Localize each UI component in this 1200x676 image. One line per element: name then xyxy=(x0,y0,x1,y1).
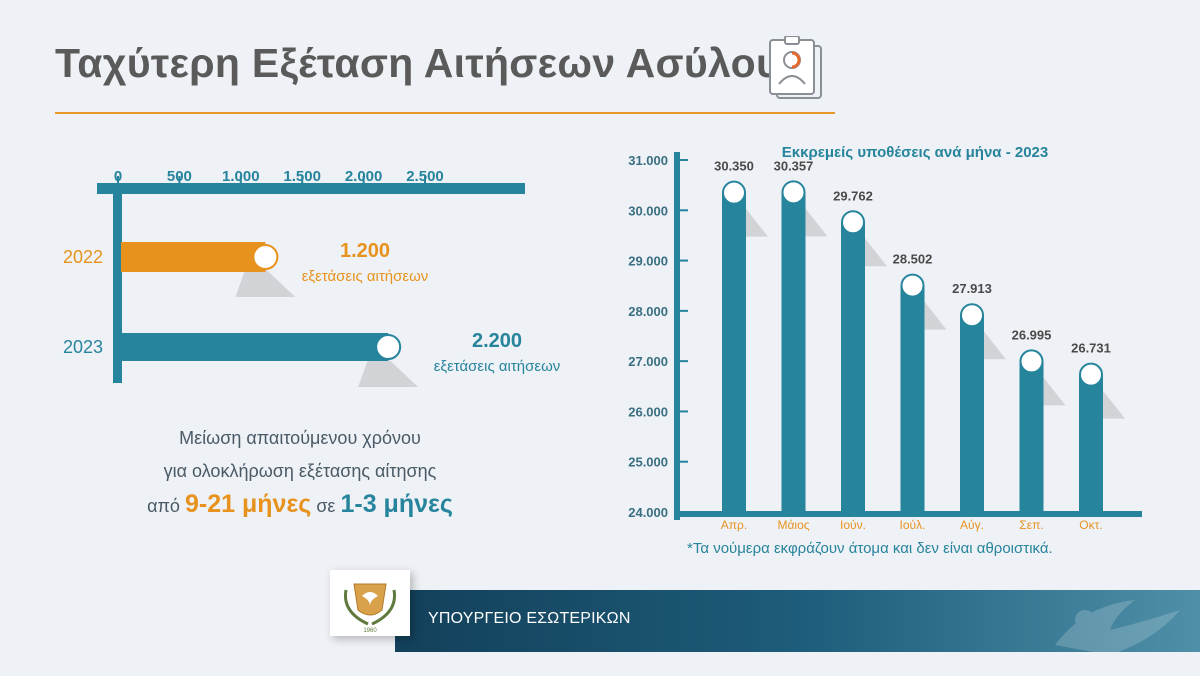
ministry-name: ΥΠΟΥΡΓΕΙΟ ΕΣΩΤΕΡΙΚΩΝ xyxy=(428,610,631,627)
y-tick-mark xyxy=(680,360,688,363)
y-tick-mark xyxy=(680,159,688,161)
bar-value-label: 29.762 xyxy=(833,188,873,203)
horizontal-bar-chart: 0 500 1.000 1.500 2.000 2.500 2022 1.200 εξετάσε… xyxy=(63,168,561,387)
bar-shadow xyxy=(358,357,419,387)
x-axis-line xyxy=(97,183,525,194)
bar-top-marker xyxy=(1019,349,1044,374)
bar-top-marker xyxy=(841,210,865,235)
x-tick-label: Οκτ. xyxy=(1079,518,1102,532)
x-tick-label: Αύγ. xyxy=(960,518,984,532)
bar xyxy=(781,192,806,512)
summary-prefix: από xyxy=(147,496,180,516)
bar-value-label: 26.731 xyxy=(1071,341,1111,356)
bar xyxy=(722,192,746,512)
y-tick-mark xyxy=(680,410,688,413)
monthly-bar-chart: Εκκρεμείς υποθέσεις ανά μήνα - 2023 24.00… xyxy=(628,144,1142,532)
y-tick-label: 27.000 xyxy=(628,354,668,369)
y-tick-mark xyxy=(680,209,688,212)
x-tick-mark xyxy=(239,176,242,184)
y-tick-label: 31.000 xyxy=(628,153,668,168)
bar-value-label: 27.913 xyxy=(952,281,992,296)
bar-end-marker xyxy=(252,244,279,270)
x-tick-mark xyxy=(117,176,119,184)
x-tick-label: 500 xyxy=(167,168,192,185)
bar xyxy=(841,222,865,512)
bar-value-label: 28.502 xyxy=(893,252,933,267)
x-tick-mark xyxy=(362,176,365,184)
y-tick-label: 26.000 xyxy=(628,404,668,419)
bar-value-label: 30.350 xyxy=(714,159,754,174)
bar-top-marker xyxy=(722,180,746,205)
bar-value-label: 26.995 xyxy=(1012,327,1052,342)
bar-end-marker xyxy=(375,334,402,360)
y-tick-label: 29.000 xyxy=(628,254,668,269)
x-tick-label: Ιούν. xyxy=(840,518,866,532)
bar xyxy=(960,315,984,512)
summary-line-1: Μείωση απαιτούμενου χρόνου xyxy=(179,428,421,448)
title-underline xyxy=(55,112,835,114)
y-tick-mark xyxy=(680,309,688,312)
y-axis-line xyxy=(674,152,680,520)
bar xyxy=(121,333,389,361)
x-tick-label: 2.500 xyxy=(406,168,444,185)
bar xyxy=(1019,361,1044,512)
y-tick-mark xyxy=(680,511,688,513)
x-tick-label: 0 xyxy=(114,168,122,185)
x-tick-mark xyxy=(301,176,304,184)
bar-top-marker xyxy=(900,273,925,298)
bar-value-label: 30.357 xyxy=(774,158,814,173)
summary-middle: σε xyxy=(316,496,336,516)
bar xyxy=(121,242,266,272)
y-axis-line xyxy=(113,183,122,383)
x-tick-label: 2.000 xyxy=(345,168,383,185)
bar-shadow xyxy=(235,267,296,297)
emblem: 1960 xyxy=(330,570,410,636)
x-tick-label: Σεπ. xyxy=(1019,518,1043,532)
summary-line-2: για ολοκλήρωση εξέτασης αίτησης xyxy=(163,461,437,481)
bar xyxy=(900,285,925,512)
x-tick-label: Ιούλ. xyxy=(900,518,926,532)
y-tick-mark xyxy=(680,460,688,463)
y-tick-mark xyxy=(680,259,688,262)
coat-of-arms-icon: 1960 xyxy=(343,583,397,634)
summary-from-value: 9-21 μήνες xyxy=(184,490,312,518)
bar-top-marker xyxy=(960,303,984,328)
footer-band xyxy=(395,590,1200,652)
svg-text:1960: 1960 xyxy=(363,628,377,634)
dove-watermark-icon xyxy=(1055,600,1180,652)
summary-line-3: από 9-21 μήνες σε 1-3 μήνες xyxy=(100,490,500,519)
bar-sub-label: εξετάσεις αιτήσεων xyxy=(302,268,429,285)
bar xyxy=(1079,374,1103,512)
x-tick-mark xyxy=(178,176,181,184)
bar-sub-label: εξετάσεις αιτήσεων xyxy=(434,358,561,375)
category-label: 2022 xyxy=(63,247,103,267)
chart-title: Εκκρεμείς υποθέσεις ανά μήνα - 2023 xyxy=(782,144,1048,161)
x-tick-label: 1.500 xyxy=(283,168,321,185)
bar-value-label: 1.200 xyxy=(340,240,390,262)
x-tick-label: Απρ. xyxy=(721,518,747,532)
document-icon xyxy=(769,36,822,99)
category-label: 2023 xyxy=(63,337,103,357)
y-tick-label: 30.000 xyxy=(628,203,668,218)
y-tick-label: 25.000 xyxy=(628,455,668,470)
x-tick-label: Μάιος xyxy=(777,518,809,532)
bar-top-marker xyxy=(781,180,806,205)
bar-value-label: 2.200 xyxy=(472,330,522,352)
page-title: Ταχύτερη Εξέταση Αιτήσεων Ασύλου xyxy=(55,40,781,86)
y-tick-label: 24.000 xyxy=(628,505,668,520)
bar-top-marker xyxy=(1079,362,1103,387)
x-axis-line xyxy=(674,511,1142,517)
footnote: *Τα νούμερα εκφράζουν άτομα και δεν είνα… xyxy=(687,540,1053,557)
x-tick-label: 1.000 xyxy=(222,168,260,185)
y-tick-label: 28.000 xyxy=(628,304,668,319)
x-tick-mark xyxy=(424,176,426,184)
summary-to-value: 1-3 μήνες xyxy=(340,490,453,518)
